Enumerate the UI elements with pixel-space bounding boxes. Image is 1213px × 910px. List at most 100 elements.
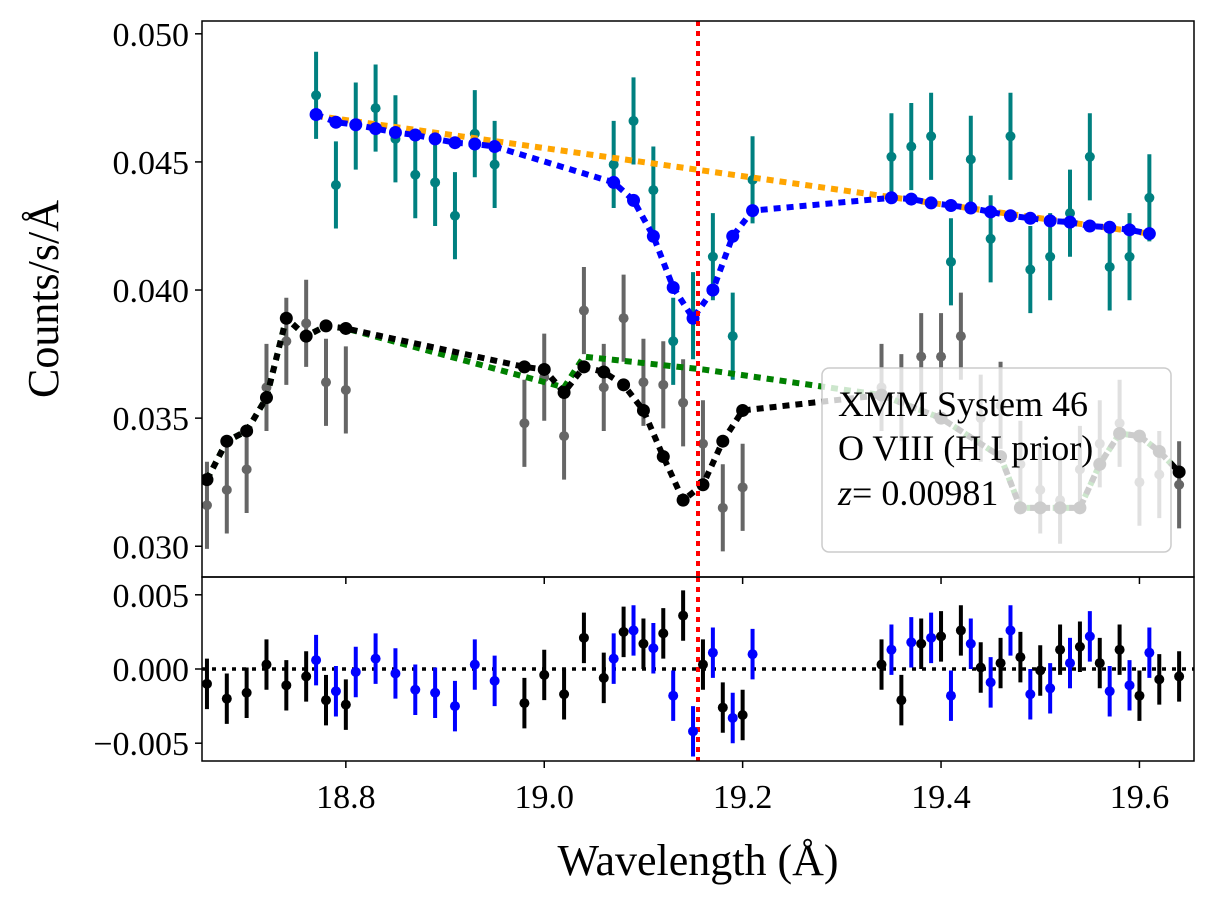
top-y-tick-label: 0.030 [113,529,190,566]
x-tick-label: 19.4 [911,779,971,816]
gray-data-point [638,377,649,388]
blue-model-point [1023,211,1037,225]
teal-data-point [1025,264,1036,275]
legend-redshift: z= 0.00981 [837,473,998,513]
teal-data-point [449,210,460,221]
legend-redshift-symbol: z [837,473,852,513]
y-axis-label: Counts/s/Å [19,200,68,398]
gray-data-point [598,382,609,393]
residual-y-tick-label: 0.005 [113,578,190,615]
black-residual-point [717,702,728,713]
black-model-point [319,319,333,333]
blue-model-point [1003,209,1017,223]
black-residual-point [658,628,669,639]
blue-model-point [388,125,402,139]
black-residual-point [638,638,649,649]
blue-model-point [964,201,978,215]
blue-residual-point [727,712,738,723]
teal-data-point [926,131,937,142]
teal-data-point [707,251,718,262]
blue-model-point [746,204,760,218]
gray-data-point [658,379,669,390]
teal-data-point [668,336,679,347]
black-residual-point [1114,644,1125,655]
blue-model-point [488,140,502,154]
teal-data-point [945,256,956,267]
gray-data-point [241,464,252,475]
blue-residual-point [1005,625,1016,636]
blue-residual-point [1025,689,1036,700]
blue-residual-point [688,726,699,737]
x-tick-label: 19.0 [514,779,574,816]
black-model-point [240,424,254,438]
black-model-point [597,365,611,379]
blue-residual-point [747,649,758,660]
top-y-tick-label: 0.040 [113,273,190,310]
blue-model-point [646,229,660,243]
teal-data-point [1084,151,1095,162]
teal-data-point [1065,208,1075,219]
teal-data-point [1045,251,1056,262]
blue-model-point [1063,215,1077,229]
blue-model-point [1103,220,1117,234]
gray-data-point [1174,479,1185,490]
teal-data-point [1104,261,1115,272]
residual-y-tick-label: 0.000 [113,652,190,689]
black-residual-point [301,671,312,682]
residual-y-tick-label: −0.005 [93,726,189,763]
blue-residual-point [648,643,659,654]
black-residual-point [1094,658,1105,669]
legend-redshift-value: = 0.00981 [852,473,998,513]
axis-ticks: 18.8 19.0 19.2 19.4 19.6 0.030 0.035 0.040 0.045… [93,17,1169,816]
black-model-point [656,450,670,464]
gray-data-point [578,305,589,316]
blue-model-point [904,192,918,206]
gray-data-point [281,336,292,347]
gray-data-point [936,351,947,362]
black-residual-point [241,687,252,698]
black-residual-point [221,693,232,704]
teal-data-point [330,179,341,190]
black-model-point [339,321,353,335]
gray-data-point [301,318,312,329]
blue-residual-point [1084,631,1095,642]
blue-residual-point [668,690,679,701]
gray-data-point [321,377,331,388]
blue-model-point [1043,214,1057,228]
black-model-point [259,391,273,405]
black-model-point [1172,465,1186,479]
black-residual-point [1074,641,1085,652]
teal-data-point [608,159,619,170]
blue-residual-point [926,632,937,643]
blue-residual-point [489,675,500,686]
blue-residual-point [965,638,976,649]
black-residual-point [876,659,887,670]
black-model-point [676,493,690,507]
black-residual-point [916,638,927,649]
blue-residual-point [985,677,996,688]
blue-model-point [369,122,383,136]
black-model-point [517,360,531,374]
black-residual-point [559,689,570,700]
black-residual-point [936,631,947,642]
blue-residual-point [906,637,917,648]
blue-residual-point [469,659,480,670]
teal-data-point [727,331,738,342]
x-tick-label: 19.2 [713,779,773,816]
black-residual-point [340,699,351,710]
black-model-point [202,473,214,487]
gray-data-point [717,502,728,513]
black-residual-point [1134,690,1145,701]
x-tick-label: 19.6 [1110,779,1170,816]
gray-data-point [559,431,570,442]
blue-model-point [984,205,998,219]
blue-model-point [726,229,740,243]
teal-data-point [1124,251,1135,262]
teal-data-point [648,185,659,196]
top-y-tick-label: 0.035 [113,401,190,438]
black-residual-point [618,626,629,637]
blue-model-point [1083,219,1097,233]
black-residual-point [539,669,550,680]
black-residual-point [519,698,530,709]
